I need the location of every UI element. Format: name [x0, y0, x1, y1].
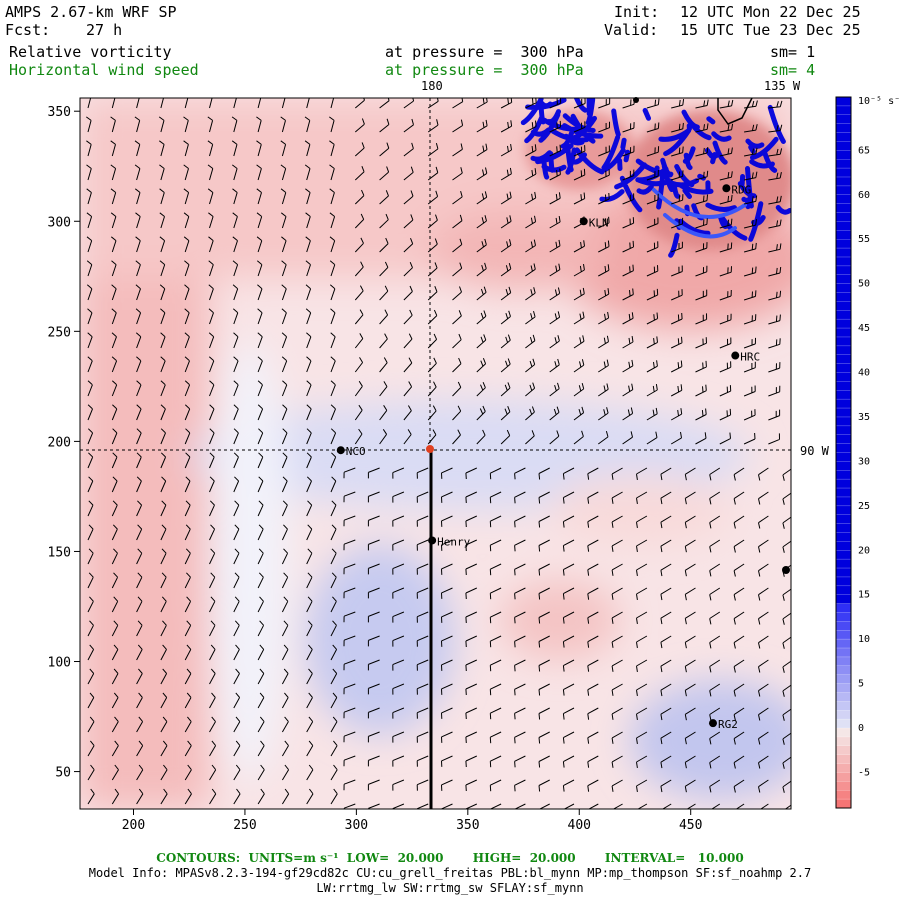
- init-value: 12 UTC Mon 22 Dec 25: [680, 3, 861, 21]
- x-tick-label: 300: [345, 818, 368, 833]
- y-tick-label: 350: [48, 105, 71, 120]
- y-tick-label: 300: [48, 215, 71, 230]
- y-tick-label: 50: [55, 766, 71, 781]
- model-info-2: LW:rrtmg_lw SW:rrtmg_sw SFLAY:sf_mynn: [316, 881, 584, 895]
- valid-value: 15 UTC Tue 23 Dec 25: [680, 21, 861, 39]
- station-label: Henry: [437, 535, 470, 548]
- valid-label: Valid:: [604, 21, 659, 39]
- station-label: HRC: [740, 351, 760, 364]
- vorticity-streaks: [520, 98, 791, 258]
- station-dot: [428, 536, 437, 545]
- field1-name: Relative vorticity: [9, 43, 172, 61]
- lon-label-90w: 90 W: [800, 444, 830, 458]
- x-tick-label: 450: [679, 818, 702, 833]
- x-tick-label: 400: [568, 818, 591, 833]
- init-label: Init:: [614, 3, 660, 21]
- x-axis: 200 250 300 350 400 450: [122, 809, 702, 833]
- station-dot: [579, 217, 588, 226]
- station-dot: [731, 351, 740, 360]
- y-tick-label: 150: [48, 545, 71, 560]
- model-title: AMPS 2.67-km WRF SP: [5, 3, 177, 21]
- station-markers: KLN RDG HRC NCO Henry RG2: [336, 183, 760, 731]
- lon-label-180: 180: [421, 79, 443, 93]
- y-tick-label: 200: [48, 435, 71, 450]
- station-label: NCO: [346, 445, 366, 458]
- y-axis: 50 100 150 200 250 300 350: [48, 105, 80, 781]
- y-tick-label: 100: [48, 656, 71, 671]
- station-dot: [722, 184, 731, 193]
- station-label: KLN: [589, 216, 609, 229]
- model-info: Model Info: MPASv8.2.3-194-gf29cd82c CU:…: [88, 866, 812, 880]
- x-tick-label: 250: [233, 818, 256, 833]
- wind-barbs: [86, 98, 791, 809]
- station-dot: [708, 719, 717, 728]
- y-tick-label: 250: [48, 325, 71, 340]
- station-label: RDG: [731, 183, 751, 196]
- field1-level: at pressure = 300 hPa: [385, 43, 584, 61]
- lon-label-135w: 135 W: [764, 79, 801, 93]
- field2-sm: sm= 4: [770, 61, 816, 79]
- x-tick-label: 350: [456, 818, 479, 833]
- contours-line: CONTOURS: UNITS=m s⁻¹ LOW= 20.000 HIGH= …: [156, 851, 744, 865]
- field2-name: Horizontal wind speed: [9, 61, 199, 79]
- forecast-label: Fcst:: [5, 21, 51, 39]
- forecast-value: 27 h: [86, 21, 123, 39]
- x-tick-label: 200: [122, 818, 145, 833]
- station-dot: [336, 446, 345, 455]
- field1-sm: sm= 1: [770, 43, 816, 61]
- station-label: RG2: [718, 718, 738, 731]
- field2-level: at pressure = 300 hPa: [385, 61, 584, 79]
